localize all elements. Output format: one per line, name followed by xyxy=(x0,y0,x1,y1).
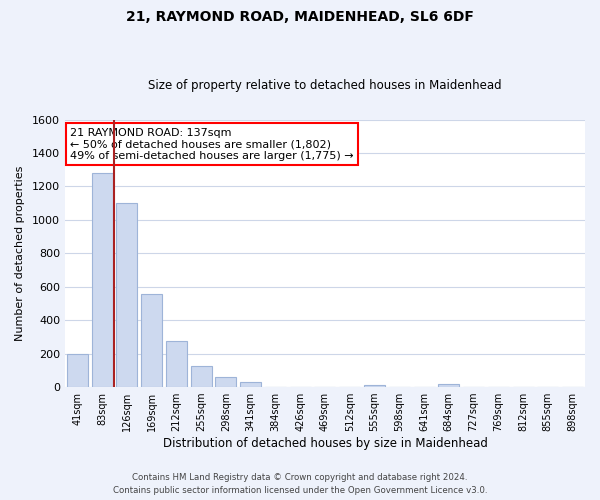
Bar xyxy=(215,377,236,387)
Text: 21 RAYMOND ROAD: 137sqm
← 50% of detached houses are smaller (1,802)
49% of semi: 21 RAYMOND ROAD: 137sqm ← 50% of detache… xyxy=(70,128,354,161)
Text: 21, RAYMOND ROAD, MAIDENHEAD, SL6 6DF: 21, RAYMOND ROAD, MAIDENHEAD, SL6 6DF xyxy=(126,10,474,24)
Bar xyxy=(67,354,88,387)
Bar xyxy=(364,384,385,387)
Y-axis label: Number of detached properties: Number of detached properties xyxy=(15,166,25,341)
Bar xyxy=(116,203,137,387)
Bar xyxy=(166,341,187,387)
Bar xyxy=(141,294,162,387)
X-axis label: Distribution of detached houses by size in Maidenhead: Distribution of detached houses by size … xyxy=(163,437,487,450)
Bar xyxy=(191,366,212,387)
Title: Size of property relative to detached houses in Maidenhead: Size of property relative to detached ho… xyxy=(148,79,502,92)
Text: Contains HM Land Registry data © Crown copyright and database right 2024.
Contai: Contains HM Land Registry data © Crown c… xyxy=(113,474,487,495)
Bar xyxy=(240,382,261,387)
Bar xyxy=(92,173,113,387)
Bar xyxy=(438,384,460,387)
